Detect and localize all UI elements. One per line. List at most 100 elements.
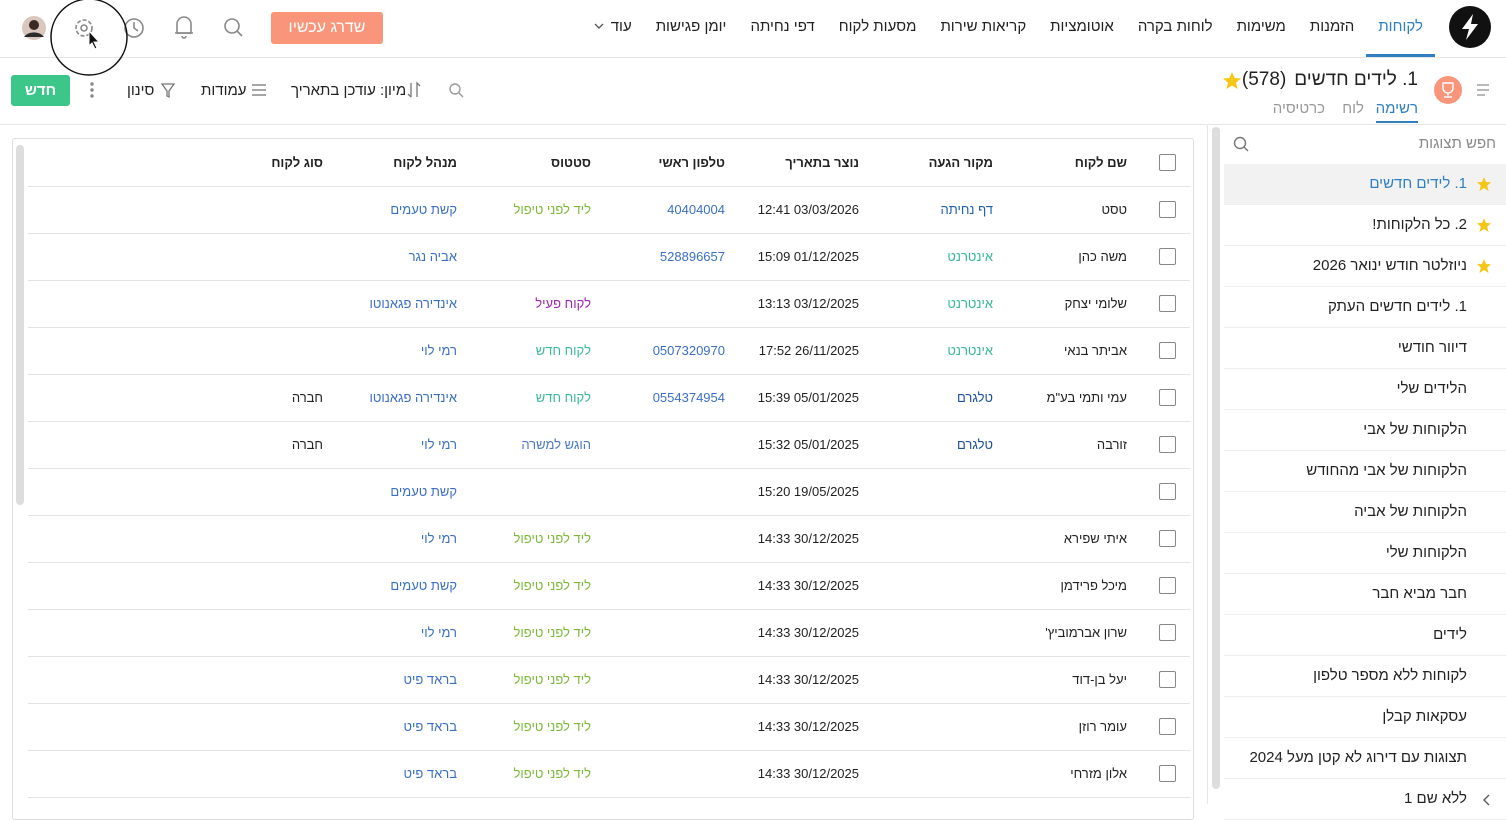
favorite-star[interactable] [1222, 71, 1242, 91]
row-checkbox[interactable] [1159, 483, 1176, 500]
cell: דף נחיתה [940, 202, 993, 217]
view-item[interactable]: עסקאות קבלן [1224, 697, 1506, 738]
nav-item[interactable]: אוטומציות [1050, 18, 1114, 35]
filter-button[interactable]: סינון [127, 82, 155, 99]
nav-item[interactable]: קריאות שירות [940, 18, 1027, 35]
row-checkbox[interactable] [1159, 342, 1176, 359]
column-header[interactable]: שם לקוח [1074, 155, 1127, 170]
more-icon[interactable] [90, 82, 94, 98]
row-checkbox[interactable] [1159, 530, 1176, 547]
view-item[interactable]: הלקוחות של אביה [1224, 492, 1506, 533]
view-label: 1. לידים חדשים [1369, 175, 1467, 192]
row-checkbox[interactable] [1159, 389, 1176, 406]
row-line [28, 280, 1190, 281]
cell: ליד לפני טיפול [513, 766, 591, 781]
row-checkbox[interactable] [1159, 248, 1176, 265]
table-search-icon[interactable] [449, 83, 464, 98]
row-line [28, 562, 1190, 563]
view-item[interactable]: 2. כל הלקוחות! [1224, 205, 1506, 246]
row-checkbox[interactable] [1159, 295, 1176, 312]
cell: לקוח חדש [535, 343, 591, 358]
sort-button[interactable]: מיון: עודכן בתאריך [291, 82, 407, 99]
logo[interactable] [1449, 6, 1491, 48]
view-item[interactable]: תצוגות עם דירוג לא קטן מעל 2024 [1224, 738, 1506, 779]
row-checkbox[interactable] [1159, 577, 1176, 594]
cell[interactable]: 528896657 [659, 249, 725, 264]
nav-item[interactable]: יומן פגישות [655, 18, 727, 35]
row-checkbox[interactable] [1159, 624, 1176, 641]
cell: עמי ותמי בע"מ [1046, 390, 1127, 405]
nav-item[interactable]: דפי נחיתה [750, 18, 815, 35]
cell: 15:39 05/01/2025 [757, 390, 859, 405]
view-item[interactable]: הלקוחות של אבי מהחודש [1224, 451, 1506, 492]
cell[interactable]: קשת טעמים [390, 578, 457, 593]
nav-item[interactable]: עוד [581, 0, 644, 57]
view-item[interactable]: חבר מביא חבר [1224, 574, 1506, 615]
view-item[interactable]: ללא שם 1 [1224, 779, 1506, 820]
nav-item[interactable]: מסעות לקוח [838, 18, 917, 35]
cell[interactable]: רמי לוי [420, 437, 457, 452]
column-header[interactable]: סטטוס [551, 155, 591, 170]
cell[interactable]: רמי לוי [420, 625, 457, 640]
cell[interactable]: בראד פיט [403, 766, 458, 781]
sidebar-search[interactable]: חפש תצוגות [1418, 135, 1496, 152]
cell: 17:52 26/11/2025 [758, 343, 859, 358]
cell[interactable]: קשת טעמים [390, 484, 457, 499]
view-item[interactable]: דיוור חודשי [1224, 328, 1506, 369]
settings-icon[interactable] [75, 19, 93, 37]
view-item[interactable]: ניוזלטר חודש ינואר 2026 [1224, 246, 1506, 287]
new-button[interactable]: חדש [11, 75, 70, 106]
row-checkbox[interactable] [1159, 436, 1176, 453]
view-item[interactable]: הלידים שלי [1224, 369, 1506, 410]
column-header[interactable]: סוג לקוח [271, 155, 323, 170]
cell[interactable]: בראד פיט [403, 719, 458, 734]
view-item[interactable]: 1. לידים חדשים [1224, 164, 1506, 205]
columns-button[interactable]: עמודות [201, 82, 247, 99]
cell: ליד לפני טיפול [513, 672, 591, 687]
view-label: 1. לידים חדשים העתק [1328, 298, 1467, 315]
view-item[interactable]: 1. לידים חדשים העתק [1224, 287, 1506, 328]
search-icon[interactable] [224, 18, 243, 37]
view-item[interactable]: הלקוחות שלי [1224, 533, 1506, 574]
view-label: הלידים שלי [1396, 380, 1467, 397]
column-header[interactable]: מנהל לקוח [393, 155, 457, 170]
view-label: ללא שם 1 [1404, 790, 1467, 807]
cell[interactable]: אינדירה פגאנוטו [369, 390, 457, 405]
row-checkbox[interactable] [1159, 718, 1176, 735]
header-checkbox[interactable] [1159, 154, 1176, 171]
view-item[interactable]: לידים [1224, 615, 1506, 656]
nav-item[interactable]: לוחות בקרה [1137, 18, 1213, 35]
cell[interactable]: אינדירה פגאנוטו [369, 296, 457, 311]
nav-item[interactable]: משימות [1236, 18, 1286, 35]
cell[interactable]: רמי לוי [420, 531, 457, 546]
upgrade-button[interactable]: שדרג עכשיו [271, 12, 383, 44]
cell[interactable]: 0507320970 [652, 343, 725, 358]
history-icon[interactable] [124, 18, 144, 38]
count: (578) [1241, 69, 1287, 90]
menu-icon[interactable] [1477, 84, 1489, 96]
tab[interactable]: כרטיסיה [1272, 100, 1325, 117]
bell-icon[interactable] [175, 16, 193, 39]
nav-item[interactable]: לקוחות [1366, 0, 1435, 57]
view-label: 2. כל הלקוחות! [1372, 216, 1467, 233]
row-checkbox[interactable] [1159, 765, 1176, 782]
column-header[interactable]: נוצר בתאריך [785, 155, 859, 170]
cell[interactable]: 40404004 [667, 202, 725, 217]
cell[interactable]: קשת טעמים [390, 202, 457, 217]
tab[interactable]: לוח [1342, 100, 1364, 117]
row-checkbox[interactable] [1159, 201, 1176, 218]
cell: 12:41 03/03/2026 [757, 202, 859, 217]
cell[interactable]: בראד פיט [403, 672, 458, 687]
column-header[interactable]: מקור הגעה [928, 155, 993, 170]
view-item[interactable]: הלקוחות של אבי [1224, 410, 1506, 451]
cell[interactable]: אביה נגר [408, 249, 457, 264]
column-header[interactable]: טלפון ראשי [658, 155, 725, 170]
view-item[interactable]: לקוחות ללא מספר טלפון [1224, 656, 1506, 697]
tab[interactable]: רשימה [1375, 100, 1418, 123]
cell[interactable]: רמי לוי [420, 343, 457, 358]
cell: יעל בן-דוד [1072, 672, 1127, 687]
nav-item[interactable]: הזמנות [1309, 18, 1355, 35]
cell[interactable]: 0554374954 [652, 390, 725, 405]
row-checkbox[interactable] [1159, 671, 1176, 688]
avatar[interactable] [22, 16, 46, 40]
